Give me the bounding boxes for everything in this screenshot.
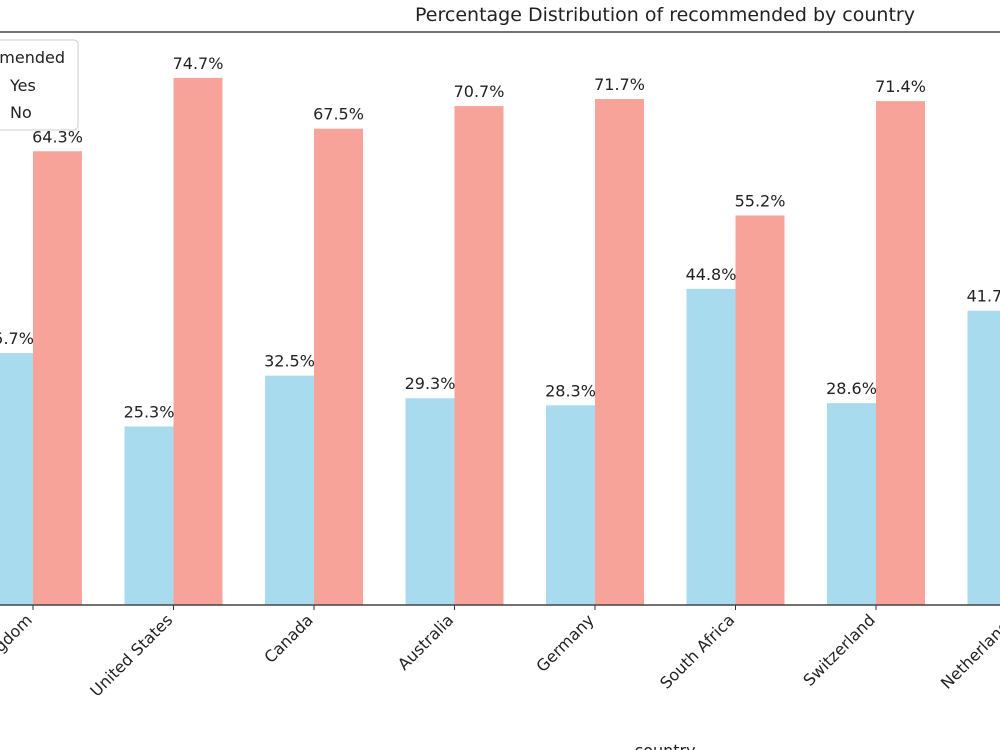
bar: [405, 398, 455, 605]
value-label: 28.6%: [826, 379, 877, 398]
value-label: 28.3%: [545, 381, 596, 400]
value-label: 71.4%: [875, 77, 926, 96]
bar: [33, 151, 82, 605]
legend-title: Recommended: [0, 48, 65, 67]
x-tick-label: South Africa: [656, 610, 738, 692]
legend-label: Yes: [9, 76, 36, 95]
bar: [876, 101, 925, 605]
x-tick-label: United Kingdom: [0, 610, 36, 714]
value-label: 32.5%: [264, 352, 315, 371]
value-label: 35.7%: [0, 329, 34, 348]
value-label: 55.2%: [735, 191, 786, 210]
chart-title: Percentage Distribution of recommended b…: [415, 4, 915, 26]
value-label: 70.7%: [454, 82, 505, 101]
bar: [265, 375, 314, 605]
legend: Recommended Yes No: [0, 39, 79, 131]
bar: [686, 288, 736, 605]
bar: [967, 310, 1000, 605]
bar: [595, 99, 644, 605]
value-label: 44.8%: [686, 265, 737, 284]
bar: [546, 405, 595, 605]
x-tick-label: Germany: [532, 610, 597, 675]
bar: [124, 426, 174, 605]
value-label: 67.5%: [313, 105, 364, 124]
value-label: 74.7%: [173, 54, 224, 73]
bar: [0, 353, 33, 605]
bar: [735, 215, 785, 605]
value-label: 64.3%: [32, 127, 83, 146]
x-tick-label: Canada: [260, 610, 316, 666]
value-label: 29.3%: [405, 374, 456, 393]
x-tick-label: Australia: [394, 610, 457, 673]
value-label: 41.7%: [967, 287, 1000, 306]
legend-label: No: [10, 103, 32, 122]
bar: [827, 403, 876, 605]
bar: [173, 77, 223, 605]
x-axis-label: country: [634, 741, 695, 750]
value-label: 25.3%: [124, 402, 175, 421]
legend-frame: [0, 39, 79, 131]
x-tick-label: Netherlands: [937, 610, 1000, 692]
x-tick-label: Switzerland: [799, 610, 878, 689]
x-tick-label: United States: [86, 610, 176, 700]
value-label: 71.7%: [594, 75, 645, 94]
bar: [454, 106, 504, 606]
bar: [314, 128, 363, 606]
